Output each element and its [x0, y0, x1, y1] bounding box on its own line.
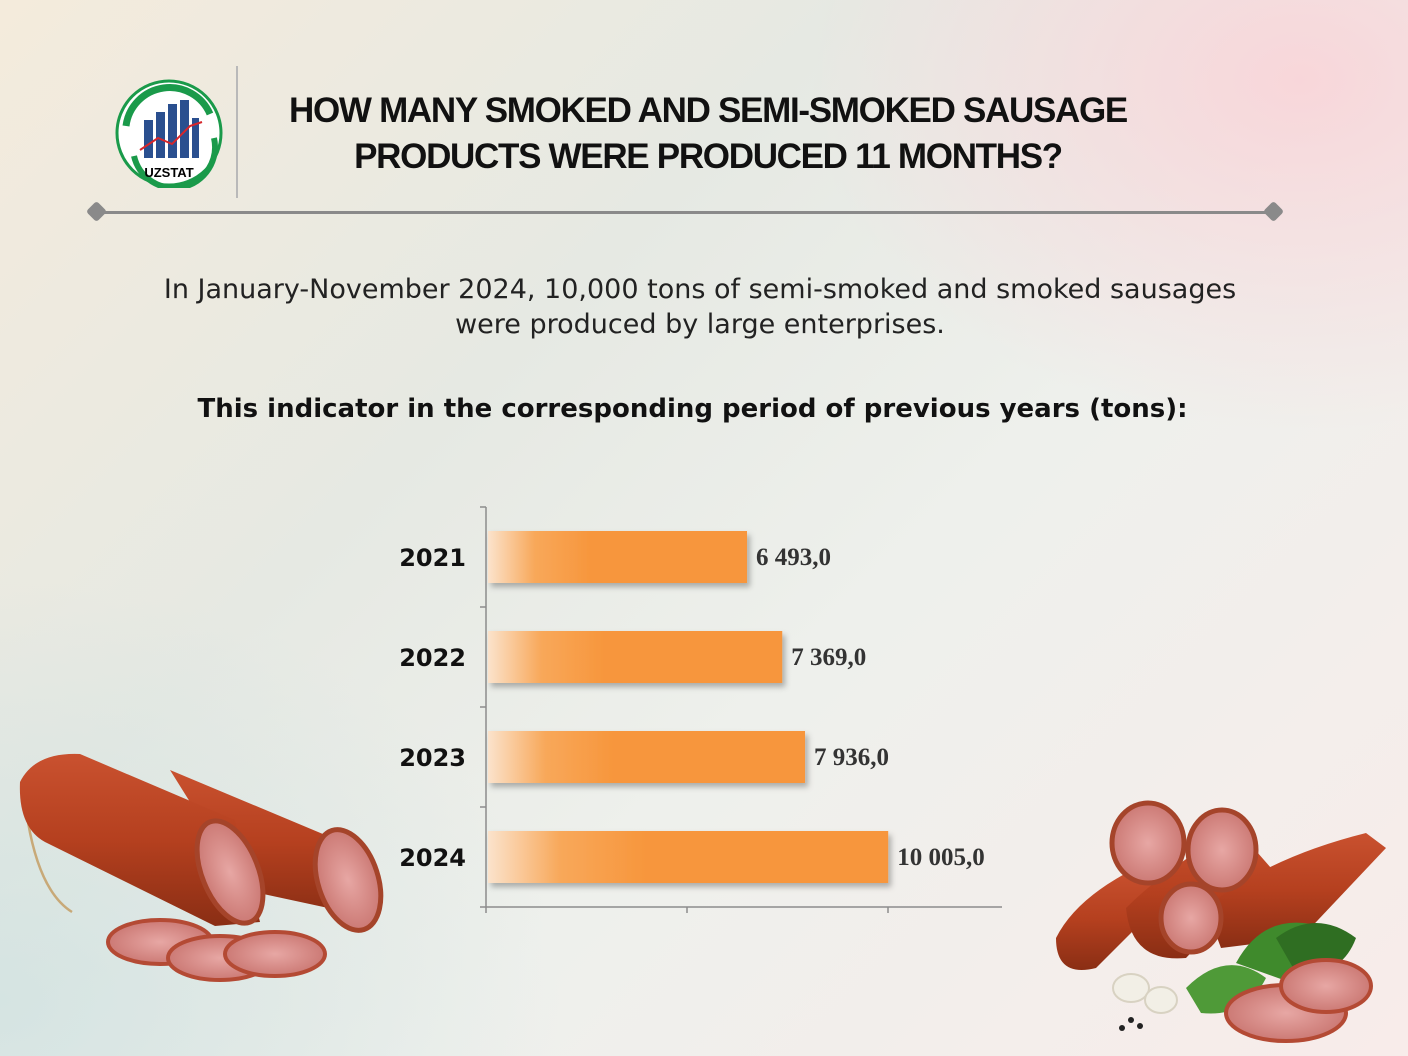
sausage-illustration-right	[1056, 800, 1386, 1043]
title-line-1: HOW MANY SMOKED AND SEMI-SMOKED SAUSAGE	[289, 91, 1128, 130]
bar-2024	[488, 831, 889, 883]
bar-2023	[488, 731, 806, 783]
logo-text: UZSTAT	[144, 165, 193, 180]
intro-line-1: In January-November 2024, 10,000 tons of…	[163, 274, 1237, 305]
value-label-2021: 6 493,0	[756, 544, 831, 571]
value-label-2023: 7 936,0	[814, 744, 889, 771]
category-label-2021: 2021	[399, 544, 466, 572]
header-rule	[96, 211, 1273, 214]
category-label-2023: 2023	[399, 744, 466, 772]
bar-2022	[488, 631, 783, 683]
page-title: HOW MANY SMOKED AND SEMI-SMOKED SAUSAGE …	[258, 88, 1158, 180]
category-label-2024: 2024	[399, 844, 466, 872]
value-label-2022: 7 369,0	[791, 644, 866, 671]
sausage-illustration-left	[19, 753, 384, 982]
bar-2021	[488, 531, 748, 583]
intro-text: In January-November 2024, 10,000 tons of…	[100, 272, 1300, 342]
title-line-2: PRODUCTS WERE PRODUCED 11 MONTHS?	[354, 137, 1063, 176]
uzstat-logo: UZSTAT	[114, 78, 224, 191]
chart-subtitle: This indicator in the corresponding peri…	[197, 394, 1188, 424]
logo-divider	[236, 66, 238, 198]
value-label-2024: 10 005,0	[897, 844, 985, 871]
intro-line-2: were produced by large enterprises.	[455, 309, 945, 340]
category-label-2022: 2022	[399, 644, 466, 672]
